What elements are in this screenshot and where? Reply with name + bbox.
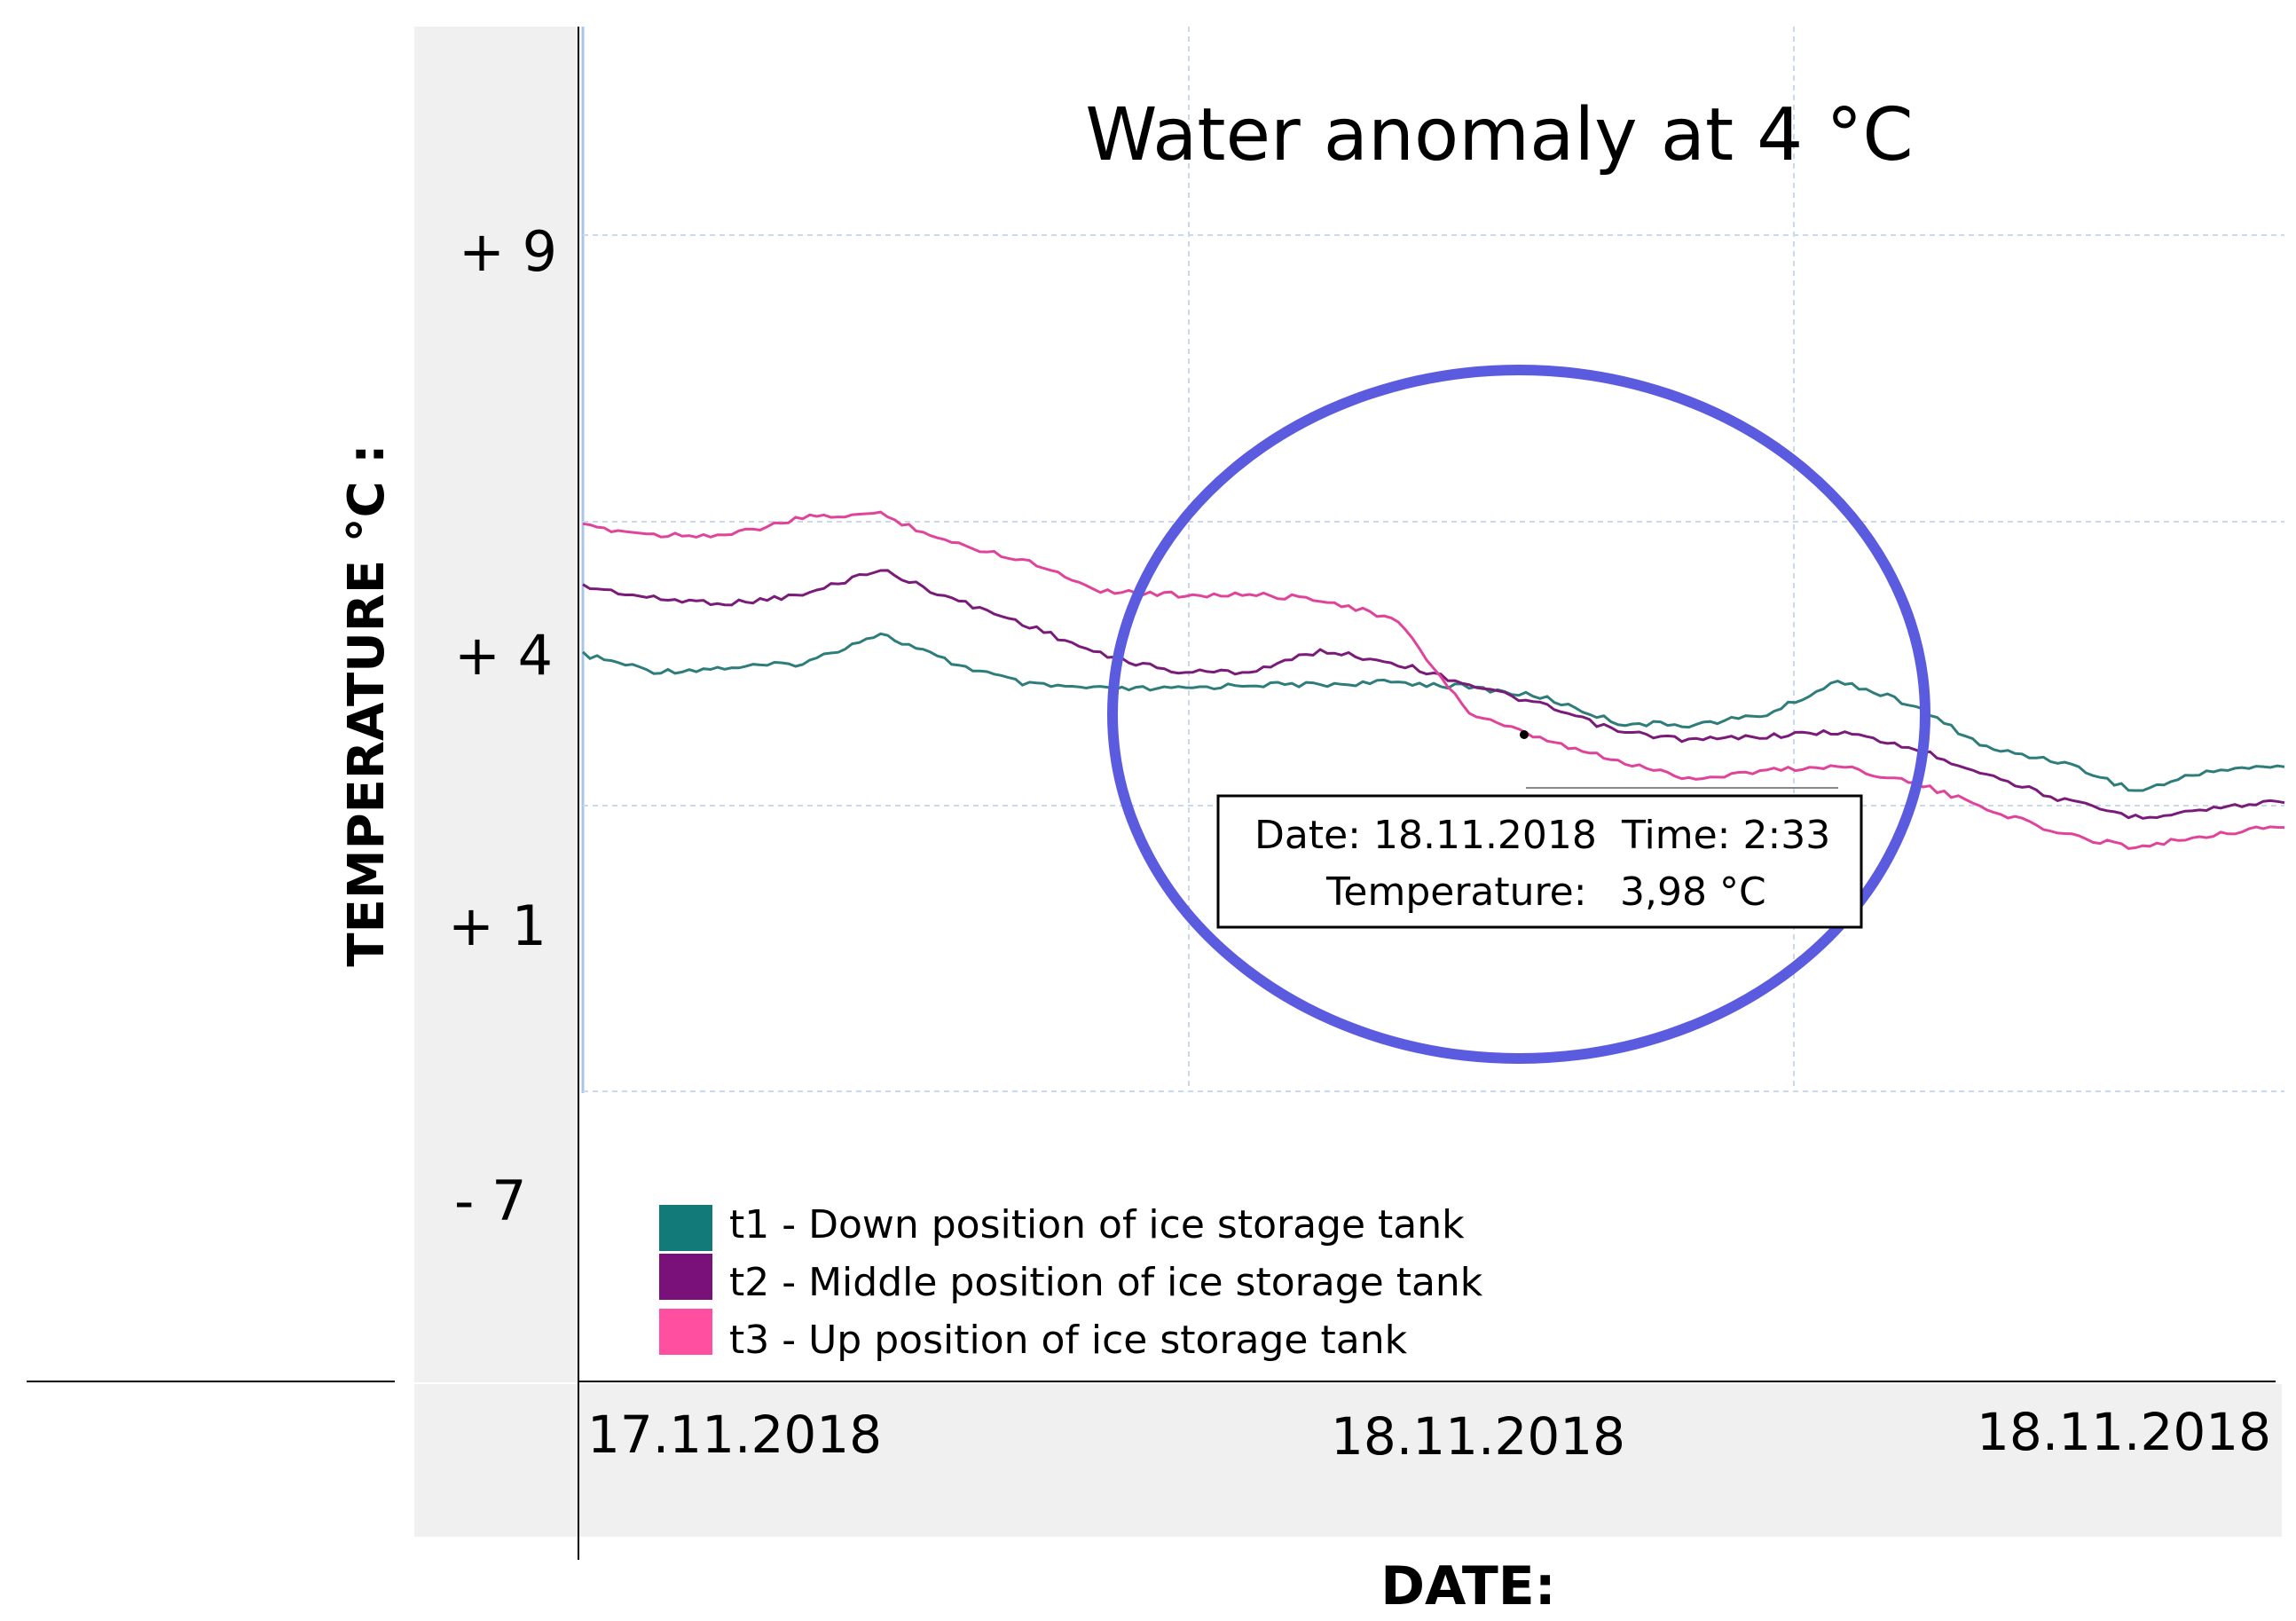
y-tick-label: + 1: [448, 893, 546, 958]
y-tick-label: + 9: [459, 219, 557, 284]
x-tick-label: 18.11.2018: [1331, 1406, 1625, 1467]
series-line-3: [582, 510, 2285, 850]
series-line-1: [581, 632, 2285, 792]
annotation-time: Time: 2:33: [1621, 813, 1830, 858]
x-tick-label: 17.11.2018: [587, 1405, 882, 1465]
x-axis-title: DATE:: [1380, 1555, 1556, 1617]
y-axis-band: [414, 27, 578, 1382]
cursor-marker: [1520, 730, 1529, 739]
x-tick-label: 18.11.2018: [1977, 1402, 2271, 1462]
grid: [581, 27, 2284, 1093]
y-tick-label: - 7: [454, 1169, 527, 1233]
annotation-temp-value: 3,98 °C: [1620, 870, 1766, 915]
chart-title: Water anomaly at 4 °C: [1085, 93, 1913, 177]
legend-label-t2: t2 - Middle position of ice storage tank: [729, 1260, 1483, 1305]
y-axis-title: TEMPERATURE °C :: [338, 444, 396, 966]
legend-label-t3: t3 - Up position of ice storage tank: [729, 1318, 1408, 1363]
annotation-date: Date: 18.11.2018: [1254, 813, 1597, 858]
annotation-box-frame: [1216, 794, 1863, 929]
series-line-2: [582, 569, 2285, 820]
legend: t1 - Down position of ice storage tank t…: [659, 1202, 1483, 1363]
annotation-box: Date: 18.11.2018 Time: 2:33 Temperature:…: [1216, 787, 1863, 929]
highlight-ellipse: [1107, 365, 1930, 1064]
legend-swatch-t2: [659, 1254, 712, 1300]
legend-swatch-t3: [659, 1309, 712, 1355]
y-tick-label: + 4: [454, 623, 553, 688]
legend-label-t1: t1 - Down position of ice storage tank: [729, 1202, 1465, 1247]
x-axis-band: [414, 1384, 2282, 1537]
series-layer: [581, 510, 2285, 850]
annotation-temp-label: Temperature:: [1325, 870, 1587, 915]
legend-swatch-t1: [659, 1205, 712, 1251]
